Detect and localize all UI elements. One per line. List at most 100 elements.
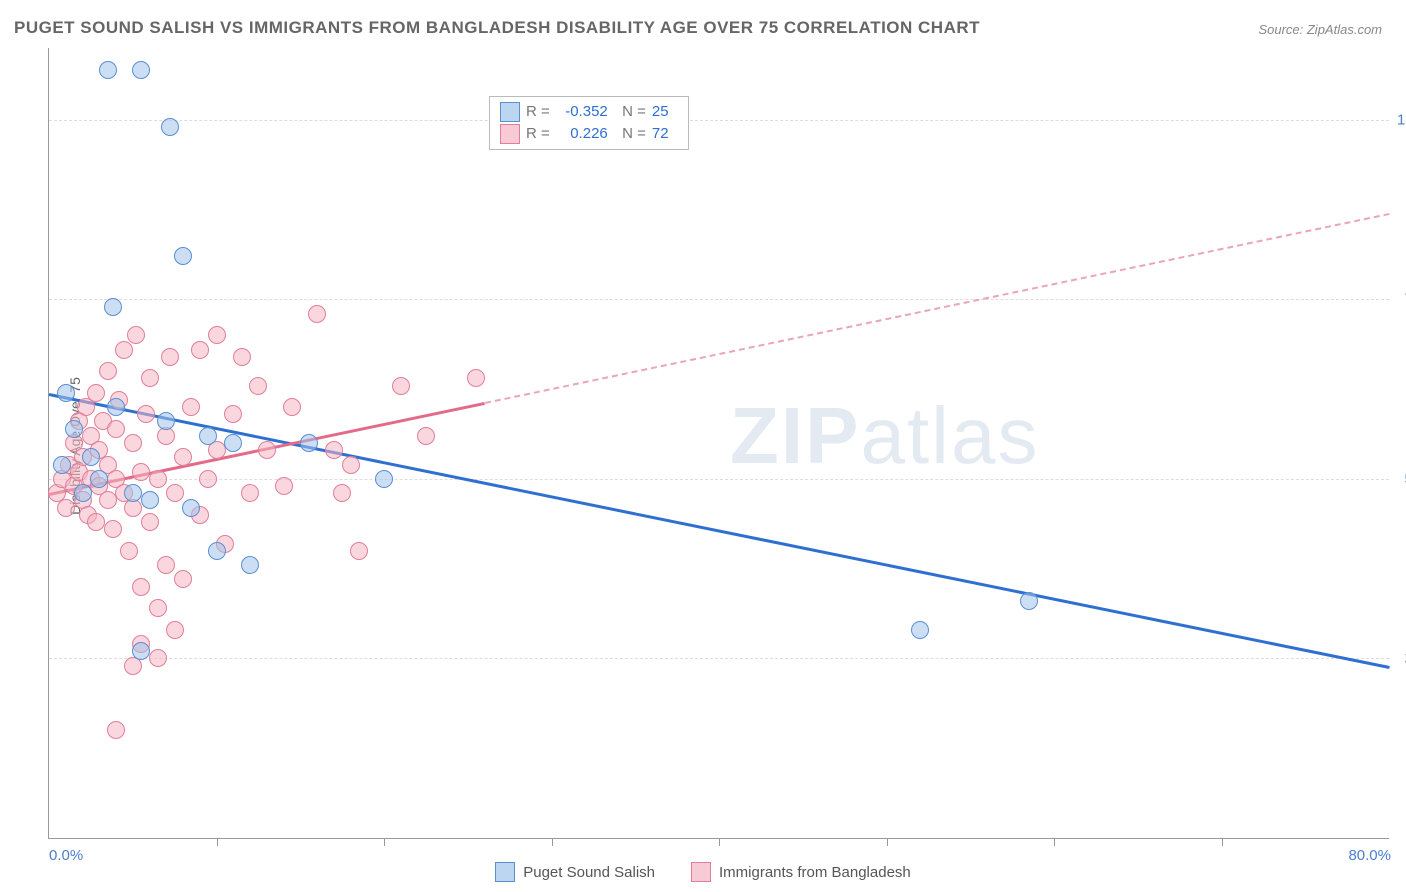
- data-point: [241, 556, 259, 574]
- data-point: [224, 434, 242, 452]
- gridline: [49, 299, 1389, 300]
- legend-item: Puget Sound Salish: [495, 862, 655, 882]
- data-point: [90, 470, 108, 488]
- data-point: [182, 499, 200, 517]
- data-point: [174, 247, 192, 265]
- data-point: [99, 61, 117, 79]
- data-point: [208, 542, 226, 560]
- legend-swatch: [500, 102, 520, 122]
- scatter-plot: 25.0%50.0%75.0%100.0%0.0%80.0%R =-0.352 …: [48, 48, 1389, 839]
- data-point: [104, 520, 122, 538]
- data-point: [308, 305, 326, 323]
- x-tick: [1054, 838, 1055, 846]
- r-label: R =: [526, 123, 550, 145]
- legend-label: Puget Sound Salish: [523, 864, 655, 881]
- data-point: [57, 499, 75, 517]
- n-label: N =: [614, 123, 646, 145]
- data-point: [258, 441, 276, 459]
- legend-item: Immigrants from Bangladesh: [691, 862, 911, 882]
- data-point: [333, 484, 351, 502]
- gridline: [49, 120, 1389, 121]
- data-point: [99, 491, 117, 509]
- source-label: Source: ZipAtlas.com: [1258, 22, 1382, 37]
- data-point: [65, 420, 83, 438]
- x-tick: [384, 838, 385, 846]
- data-point: [157, 556, 175, 574]
- data-point: [149, 599, 167, 617]
- data-point: [417, 427, 435, 445]
- data-point: [107, 721, 125, 739]
- x-tick: [552, 838, 553, 846]
- data-point: [199, 470, 217, 488]
- chart-title: PUGET SOUND SALISH VS IMMIGRANTS FROM BA…: [14, 18, 980, 38]
- data-point: [137, 405, 155, 423]
- gridline: [49, 658, 1389, 659]
- correlation-row: R = 0.226 N = 72: [500, 123, 678, 145]
- r-label: R =: [526, 101, 550, 123]
- data-point: [182, 398, 200, 416]
- legend-swatch: [691, 862, 711, 882]
- data-point: [241, 484, 259, 502]
- data-point: [350, 542, 368, 560]
- data-point: [132, 463, 150, 481]
- n-value: 72: [652, 123, 678, 145]
- data-point: [57, 384, 75, 402]
- r-value: 0.226: [556, 123, 608, 145]
- data-point: [174, 570, 192, 588]
- data-point: [141, 491, 159, 509]
- x-tick: [719, 838, 720, 846]
- data-point: [132, 642, 150, 660]
- data-point: [149, 470, 167, 488]
- data-point: [124, 484, 142, 502]
- data-point: [233, 348, 251, 366]
- data-point: [191, 341, 209, 359]
- legend-swatch: [500, 124, 520, 144]
- data-point: [107, 420, 125, 438]
- data-point: [1020, 592, 1038, 610]
- data-point: [149, 649, 167, 667]
- data-point: [141, 513, 159, 531]
- data-point: [87, 513, 105, 531]
- data-point: [74, 484, 92, 502]
- correlation-legend: R =-0.352 N = 25R =0.226 N = 72: [489, 96, 689, 150]
- n-label: N =: [614, 101, 646, 123]
- data-point: [325, 441, 343, 459]
- data-point: [127, 326, 145, 344]
- data-point: [224, 405, 242, 423]
- data-point: [124, 434, 142, 452]
- data-point: [132, 578, 150, 596]
- data-point: [161, 348, 179, 366]
- trend-line: [484, 213, 1389, 404]
- data-point: [99, 362, 117, 380]
- y-tick-label: 100.0%: [1397, 111, 1406, 128]
- y-tick-label: 50.0%: [1397, 470, 1406, 487]
- legend-label: Immigrants from Bangladesh: [719, 864, 911, 881]
- data-point: [166, 484, 184, 502]
- correlation-row: R =-0.352 N = 25: [500, 101, 678, 123]
- data-point: [161, 118, 179, 136]
- data-point: [104, 298, 122, 316]
- data-point: [107, 398, 125, 416]
- data-point: [300, 434, 318, 452]
- data-point: [87, 384, 105, 402]
- data-point: [53, 456, 71, 474]
- data-point: [249, 377, 267, 395]
- r-value: -0.352: [556, 101, 608, 123]
- data-point: [467, 369, 485, 387]
- data-point: [174, 448, 192, 466]
- y-tick-label: 75.0%: [1397, 291, 1406, 308]
- data-point: [115, 341, 133, 359]
- data-point: [392, 377, 410, 395]
- x-tick: [217, 838, 218, 846]
- data-point: [208, 326, 226, 344]
- legend-swatch: [495, 862, 515, 882]
- data-point: [911, 621, 929, 639]
- data-point: [132, 61, 150, 79]
- data-point: [375, 470, 393, 488]
- data-point: [283, 398, 301, 416]
- x-tick: [1222, 838, 1223, 846]
- data-point: [199, 427, 217, 445]
- series-legend: Puget Sound Salish Immigrants from Bangla…: [0, 862, 1406, 886]
- data-point: [342, 456, 360, 474]
- x-tick: [887, 838, 888, 846]
